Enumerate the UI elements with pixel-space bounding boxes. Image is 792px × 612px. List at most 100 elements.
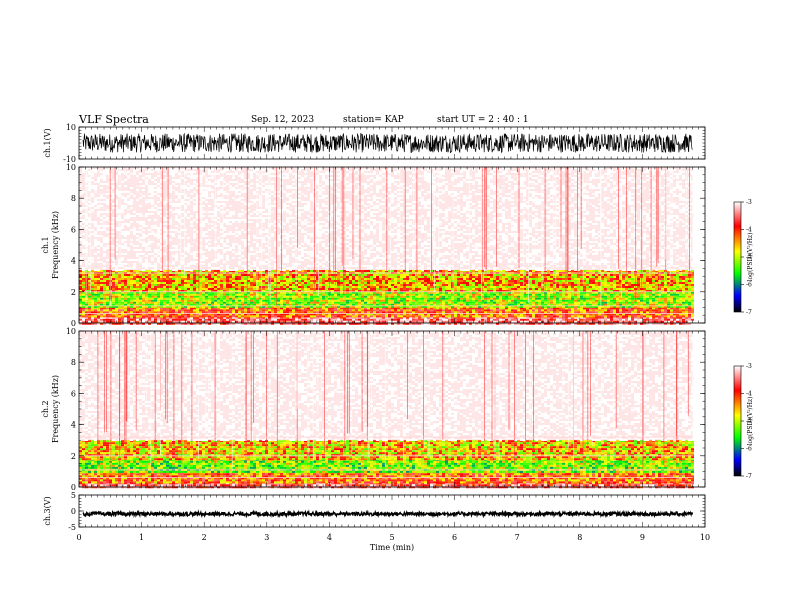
spectrogram-cell bbox=[496, 270, 499, 272]
spectrogram-cell bbox=[490, 293, 493, 296]
spectrogram-cell bbox=[112, 305, 115, 308]
spectrogram-cell bbox=[637, 320, 640, 323]
spectrogram-cell bbox=[619, 274, 622, 276]
spectrogram-cell bbox=[619, 322, 622, 325]
spectrogram-cell bbox=[112, 278, 115, 280]
spectrogram-cell bbox=[373, 280, 376, 282]
spectrogram-cell bbox=[427, 280, 430, 282]
spectrogram-cell bbox=[580, 313, 583, 316]
spectrogram-cell bbox=[541, 297, 544, 300]
spectrogram-cell bbox=[682, 270, 685, 272]
spectrogram-cell bbox=[673, 311, 676, 314]
spectrogram-cell bbox=[688, 318, 691, 321]
spectrogram-cell bbox=[163, 316, 166, 319]
spectrogram-cell bbox=[427, 313, 430, 316]
spectrogram-cell bbox=[631, 297, 634, 300]
spectrogram-cell bbox=[460, 309, 463, 312]
spectrogram-cell bbox=[661, 274, 664, 276]
spectrogram-cell bbox=[322, 291, 325, 294]
spectrogram-cell bbox=[262, 280, 265, 282]
spectrogram-cell bbox=[388, 301, 391, 304]
spectrogram-cell bbox=[175, 305, 178, 308]
spectrogram-cell bbox=[559, 311, 562, 314]
spectrogram-cell bbox=[259, 307, 262, 310]
spectrogram-cell bbox=[436, 299, 439, 302]
spectrogram-cell bbox=[406, 295, 409, 298]
spectrogram-cell bbox=[352, 291, 355, 294]
spectrogram-cell bbox=[157, 282, 160, 284]
spectrogram-cell bbox=[427, 274, 430, 276]
spectrogram-cell bbox=[232, 309, 235, 312]
spectrogram-cell bbox=[535, 276, 538, 278]
spectrogram-cell bbox=[565, 322, 568, 325]
spectrogram-cell bbox=[484, 293, 487, 296]
spectrogram-cell bbox=[589, 276, 592, 278]
spectrogram-cell bbox=[688, 307, 691, 310]
spectrogram-cell bbox=[343, 276, 346, 278]
spectrogram-cell bbox=[262, 318, 265, 321]
spectrogram-cell bbox=[154, 299, 157, 302]
spectrogram-cell bbox=[211, 309, 214, 312]
spectrogram-cell bbox=[190, 309, 193, 312]
spectrogram-cell bbox=[205, 320, 208, 323]
spectrogram-cell bbox=[670, 318, 673, 321]
spectrogram-cell bbox=[397, 278, 400, 280]
spectrogram-cell bbox=[631, 274, 634, 276]
spectrogram-cell bbox=[454, 278, 457, 280]
spectrogram-cell bbox=[511, 301, 514, 304]
spectrogram-cell bbox=[691, 318, 694, 321]
spectrogram-cell bbox=[400, 299, 403, 302]
spectrogram-cell bbox=[622, 303, 625, 306]
spectrogram-cell bbox=[418, 305, 421, 308]
spectrogram-cell bbox=[115, 301, 118, 304]
spectrogram-cell bbox=[286, 311, 289, 314]
spectrogram-cell bbox=[589, 311, 592, 314]
spectrogram-cell bbox=[313, 322, 316, 325]
spectrogram-cell bbox=[415, 301, 418, 304]
spectrogram-cell bbox=[427, 299, 430, 302]
spectrogram-cell bbox=[679, 320, 682, 323]
spectrogram-cell bbox=[388, 309, 391, 312]
spectrogram-cell bbox=[286, 274, 289, 276]
spectrogram-cell bbox=[508, 274, 511, 276]
spectrogram-cell bbox=[565, 309, 568, 312]
spectrogram-cell bbox=[169, 291, 172, 294]
spectrogram-cell bbox=[181, 318, 184, 321]
spectrogram-cell bbox=[265, 291, 268, 294]
spectrogram-cell bbox=[442, 303, 445, 306]
spectrogram-cell bbox=[238, 276, 241, 278]
spectrogram-cell bbox=[124, 305, 127, 308]
spectrogram-cell bbox=[112, 284, 115, 286]
spectrogram-cell bbox=[691, 280, 694, 282]
spectrogram-cell bbox=[259, 282, 262, 284]
spectrogram-cell bbox=[283, 295, 286, 298]
spectrogram-cell bbox=[571, 301, 574, 304]
spectrogram-cell bbox=[565, 295, 568, 298]
spectrogram-cell bbox=[388, 276, 391, 278]
spectrogram-cell bbox=[466, 282, 469, 284]
spectrogram-cell bbox=[481, 307, 484, 310]
spectrogram-cell bbox=[79, 274, 82, 276]
spectrogram-cell bbox=[565, 280, 568, 282]
spectrogram-cell bbox=[82, 322, 85, 325]
spectrogram-cell bbox=[364, 311, 367, 314]
spectrogram-cell bbox=[238, 311, 241, 314]
spectrogram-cell bbox=[580, 311, 583, 314]
spectrogram-cell bbox=[238, 282, 241, 284]
spectrogram-cell bbox=[208, 315, 211, 318]
spectrogram-cell bbox=[469, 282, 472, 284]
spectrogram-cell bbox=[172, 282, 175, 284]
spectrogram-cell bbox=[175, 293, 178, 296]
spectrogram-cell bbox=[247, 320, 250, 323]
spectrogram-cell bbox=[556, 295, 559, 298]
spectrogram-cell bbox=[622, 291, 625, 294]
spectrogram-cell bbox=[691, 311, 694, 314]
spectrogram-cell bbox=[547, 315, 550, 318]
spectrogram-cell bbox=[337, 282, 340, 284]
spectrogram-cell bbox=[181, 307, 184, 310]
spectrogram-cell bbox=[298, 318, 301, 321]
spectrogram-cell bbox=[100, 322, 103, 325]
spectrogram-cell bbox=[415, 315, 418, 318]
spectrogram-cell bbox=[676, 270, 679, 272]
spectrogram-cell bbox=[508, 320, 511, 323]
